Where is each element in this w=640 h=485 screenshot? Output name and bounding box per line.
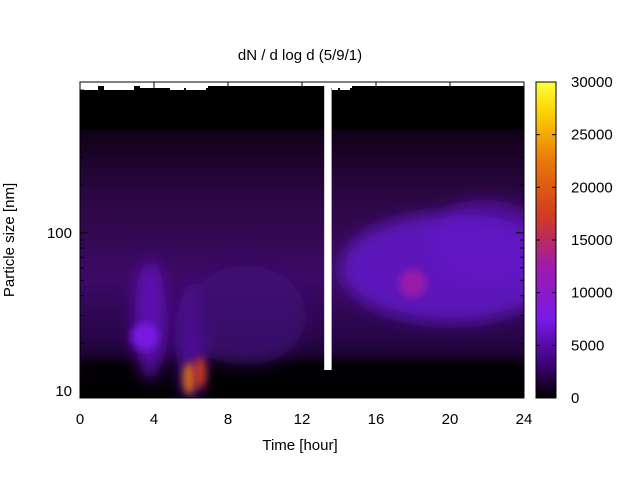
heatmap-field [80,82,524,398]
day-band [186,265,307,366]
x-tick-label: 24 [516,411,533,428]
colorbar-tick-label: 20000 [571,179,613,196]
x-tick-label: 12 [294,411,311,428]
no-data-notch [140,82,524,88]
colorbar-tick-label: 15000 [571,232,613,249]
colorbar-tick-label: 25000 [571,127,613,144]
hot-spot [399,269,427,298]
hot-spot [183,362,196,395]
morning-plume [134,260,167,381]
heatmap-top-band [80,90,524,130]
no-data-notch [80,82,140,86]
colorbar-tick-label: 30000 [571,74,613,91]
x-tick-label: 20 [442,411,459,428]
chart-title: dN / d log d (5/9/1) [238,47,362,64]
y-axis-label: Particle size [nm] [1,183,18,297]
colorbar-axis: 0 5000 10000 15000 20000 25000 30000 [536,74,613,407]
x-tick-label: 0 [76,411,84,428]
x-tick-label: 8 [224,411,232,428]
data-gap [324,82,332,370]
x-tick-label: 4 [150,411,158,428]
x-axis: 0 4 8 12 16 20 24 [76,82,533,428]
heatmap-top-band [208,86,328,90]
heatmap-top-band [352,86,524,90]
y-tick-label: 100 [47,225,72,242]
hot-spot [194,356,207,389]
colorbar-tick-label: 5000 [571,337,604,354]
hot-spot [130,322,159,351]
colorbar-tick-label: 10000 [571,285,613,302]
afternoon-mode [427,200,524,280]
x-axis-label: Time [hour] [262,437,337,454]
y-axis: 10 100 [47,81,524,400]
y-tick-label: 10 [55,383,72,400]
colorbar-tick-label: 0 [571,390,579,407]
x-tick-label: 16 [368,411,385,428]
